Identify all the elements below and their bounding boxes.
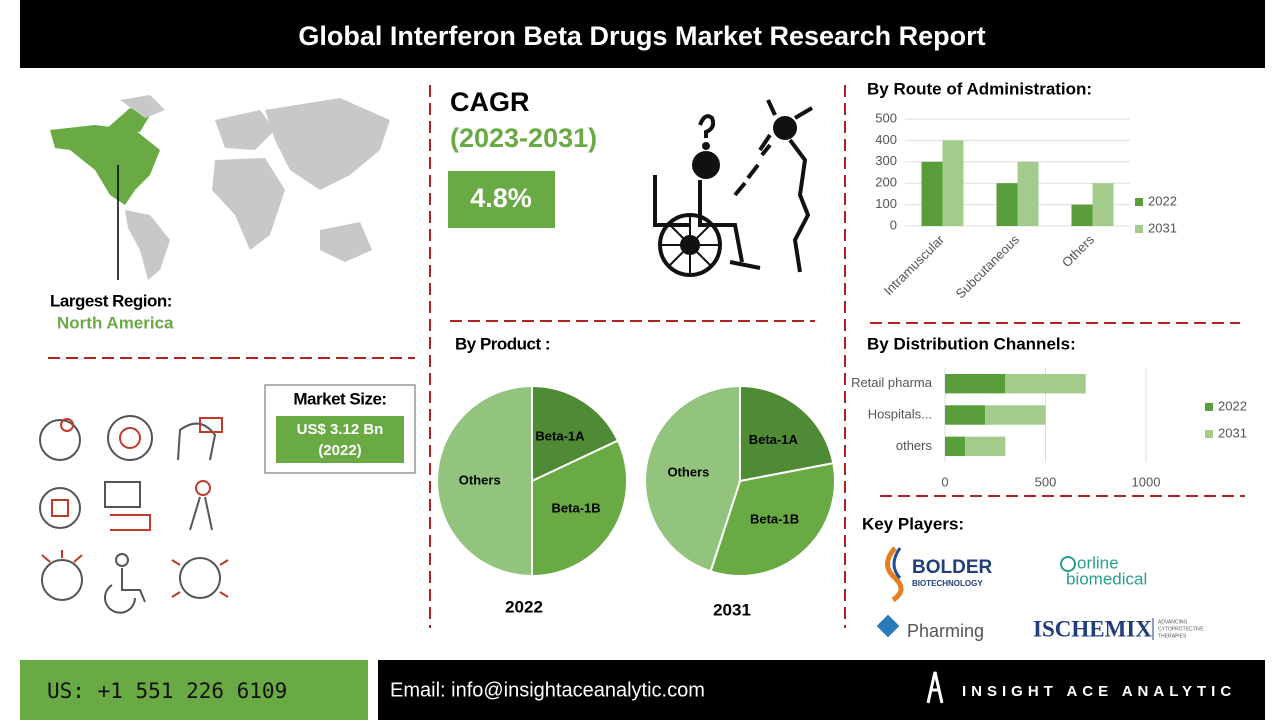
pie-title: 2031 xyxy=(713,600,751,619)
region-label: Largest Region: xyxy=(50,291,172,310)
bar xyxy=(1071,204,1093,226)
bar xyxy=(1005,373,1086,394)
legend-swatch xyxy=(1205,403,1213,411)
region-value: North America xyxy=(57,313,174,332)
footer-phone: US: +1 551 226 6109 xyxy=(47,679,287,703)
slice-label: Beta-1B xyxy=(750,512,799,527)
pie-slice xyxy=(531,439,628,578)
y-tick-label: 200 xyxy=(875,175,897,190)
bar xyxy=(942,140,964,226)
y-tick-label: 500 xyxy=(875,110,897,125)
chart-title: By Distribution Channels: xyxy=(867,334,1076,353)
illustration xyxy=(653,99,814,277)
world-map xyxy=(50,95,390,280)
slice-label: Beta-1A xyxy=(535,428,585,443)
market-size-label: Market Size: xyxy=(293,389,386,408)
x-tick-label: Subcutaneous xyxy=(953,232,1023,302)
legend-label: 2022 xyxy=(1218,398,1247,413)
logos: BOLDER BIOTECHNOLOGY orline biomedical P… xyxy=(876,546,1204,641)
logo-text: BOLDER xyxy=(912,557,993,578)
x-tick-label: Others xyxy=(1059,232,1098,271)
y-tick-label: Hospitals... xyxy=(868,406,932,421)
bar xyxy=(921,161,943,226)
bar xyxy=(996,183,1018,226)
logo-text: BIOTECHNOLOGY xyxy=(912,579,983,588)
bar xyxy=(945,373,1006,394)
footer-bar xyxy=(378,660,1265,720)
pie-slice xyxy=(739,384,835,483)
pie-slice xyxy=(709,462,836,577)
y-tick-label: others xyxy=(896,438,933,453)
bar xyxy=(945,436,966,457)
market-size-panel xyxy=(276,416,404,463)
legend-label: 2031 xyxy=(1218,425,1247,440)
x-tick-label: 500 xyxy=(1035,474,1057,489)
legend-swatch xyxy=(1135,198,1143,206)
logo-text: orline xyxy=(1077,553,1119,572)
cagr-period: (2023-2031) xyxy=(450,123,597,153)
bar xyxy=(985,405,1046,425)
footer-phone-bar xyxy=(20,660,368,720)
market-size-year: (2022) xyxy=(318,442,361,459)
footer-brand: INSIGHT ACE ANALYTIC xyxy=(962,683,1236,700)
pie-slice xyxy=(436,384,533,578)
y-tick-label: 100 xyxy=(875,196,897,211)
y-tick-label: 0 xyxy=(890,217,897,232)
pie-slice xyxy=(531,384,620,483)
pie-slice xyxy=(644,384,741,573)
legend-label: 2022 xyxy=(1148,193,1177,208)
cagr-value: 4.8% xyxy=(470,183,532,213)
x-tick-label: 0 xyxy=(941,474,948,489)
header-bar xyxy=(20,0,1265,68)
slice-label: Others xyxy=(459,472,501,487)
bar xyxy=(965,436,1006,457)
chart-title: By Route of Administration: xyxy=(867,79,1092,98)
logo-text: ADVANCING xyxy=(1158,619,1187,625)
slice-label: Beta-1A xyxy=(749,432,799,447)
market-size-value: US$ 3.12 Bn xyxy=(297,421,384,438)
footer-email: Email: info@insightaceanalytic.com xyxy=(390,679,705,701)
bar xyxy=(1017,161,1039,226)
page-title: Global Interferon Beta Drugs Market Rese… xyxy=(298,21,985,51)
brand-mark xyxy=(926,671,944,704)
logo-text: THERAPIES xyxy=(1158,633,1187,639)
y-tick-label: 400 xyxy=(875,132,897,147)
key-players-title: Key Players: xyxy=(862,514,964,533)
legend-label: 2031 xyxy=(1148,220,1177,235)
logo-text: ISCHEMIX xyxy=(1033,616,1152,641)
bar xyxy=(945,405,986,425)
icons xyxy=(39,415,229,614)
slice-label: Others xyxy=(667,464,709,479)
cagr-panel xyxy=(448,171,555,228)
logo-text: CYTOPROTECTIVE xyxy=(1158,626,1204,632)
logo-text: Pharming xyxy=(907,621,984,641)
legend-swatch xyxy=(1135,225,1143,233)
logo-text: biomedical xyxy=(1066,569,1147,588)
cagr-title: CAGR xyxy=(450,87,530,117)
product-title: By Product : xyxy=(455,334,550,353)
x-tick-label: Intramuscular xyxy=(881,231,948,298)
y-tick-label: 300 xyxy=(875,153,897,168)
slice-label: Beta-1B xyxy=(552,500,601,515)
pie-title: 2022 xyxy=(505,597,543,616)
y-tick-label: Retail pharma xyxy=(851,375,933,390)
bar xyxy=(1092,183,1114,226)
x-tick-label: 1000 xyxy=(1132,474,1161,489)
legend-swatch xyxy=(1205,430,1213,438)
